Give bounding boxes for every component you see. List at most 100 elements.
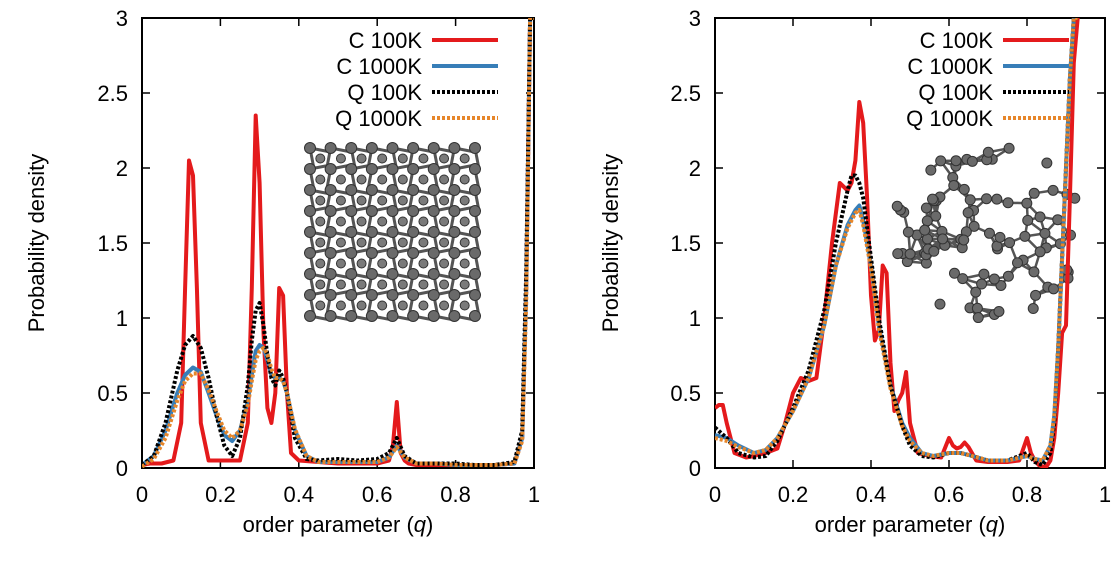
crystal-atom (386, 310, 399, 322)
crystal-atom (397, 258, 408, 269)
right-x-axis-label: order parameter (q) (815, 512, 1006, 537)
amorphous-atom (1027, 303, 1039, 315)
amorphous-atom (1021, 197, 1033, 209)
amorphous-atom (902, 226, 914, 238)
amorphous-structure-image (891, 142, 1081, 324)
amorphous-atom (1002, 197, 1014, 209)
crystal-atom (345, 163, 358, 175)
left-legend-label: Q 1000K (335, 106, 422, 131)
amorphous-atom (958, 183, 970, 195)
left-y-tick-label: 2 (116, 156, 128, 181)
crystal-atom (448, 163, 461, 175)
crystal-atom (377, 300, 388, 311)
amorphous-atom (921, 215, 933, 227)
crystal-atom (397, 237, 408, 248)
crystal-atom (448, 289, 461, 301)
crystal-atom (397, 300, 408, 311)
crystal-atom (335, 258, 346, 269)
right-legend-label: Q 1000K (906, 106, 993, 131)
crystal-atom (448, 184, 461, 196)
crystal-atom (459, 153, 470, 164)
left-x-ticks: 0 0.2 0.4 0.6 0.8 1 (136, 18, 540, 507)
amorphous-atom (1047, 184, 1059, 196)
crystal-atom (315, 216, 326, 227)
crystal-atom (315, 258, 326, 269)
crystal-atom (324, 184, 337, 196)
crystal-atom (365, 205, 378, 217)
amorphous-atom (1022, 214, 1034, 226)
crystal-atom (324, 247, 337, 259)
amorphous-atom (976, 278, 988, 290)
crystal-atom (397, 195, 408, 206)
crystal-atom (356, 258, 367, 269)
crystal-atom (365, 310, 378, 322)
crystal-atom (356, 195, 367, 206)
amorphous-atom (934, 298, 946, 310)
crystal-atom (448, 142, 461, 154)
crystal-atom (407, 205, 420, 217)
crystal-atom (315, 237, 326, 248)
crystal-atom (439, 216, 450, 227)
right-legend-label: C 1000K (907, 54, 993, 79)
crystal-atom (335, 153, 346, 164)
right-y-tick-label: 2 (689, 156, 701, 181)
crystal-atom (345, 310, 358, 322)
crystal-atom (469, 226, 481, 238)
crystal-atom (386, 268, 399, 280)
amorphous-atom (919, 224, 931, 236)
right-legend-label: Q 100K (918, 80, 993, 105)
left-legend-label: C 100K (349, 28, 423, 53)
amorphous-atom (1034, 211, 1046, 223)
amorphous-atom (928, 245, 940, 257)
crystal-atom (397, 153, 408, 164)
crystal-atom (427, 205, 440, 217)
amorphous-atom (1041, 157, 1053, 169)
crystal-atom (439, 153, 450, 164)
left-x-axis-label-close: ) (426, 512, 433, 537)
right-x-axis-label-close: ) (998, 512, 1005, 537)
crystal-atom (386, 184, 399, 196)
crystal-atom (345, 289, 358, 301)
left-y-tick-label: 0 (116, 456, 128, 481)
crystal-atom (386, 142, 399, 154)
crystal-atom (448, 310, 461, 322)
crystal-atom (427, 142, 440, 154)
amorphous-atom (1004, 237, 1016, 249)
crystal-atom (315, 153, 326, 164)
right-chart-panel: 0 0.5 1 1.5 2 2.5 3 0 0.2 0.4 0.6 0.8 1 Probability… (598, 6, 1111, 537)
crystal-atom (439, 195, 450, 206)
crystal-atom (377, 174, 388, 185)
crystal-atom (386, 226, 399, 238)
amorphous-atom (971, 302, 983, 314)
crystal-atom (386, 205, 399, 217)
crystal-atom (304, 268, 316, 280)
right-x-tick-label: 0.4 (856, 482, 887, 507)
left-x-tick-label: 1 (528, 482, 540, 507)
crystal-atom (469, 247, 481, 259)
crystal-atom (407, 184, 420, 196)
amorphous-atom (948, 179, 960, 191)
right-x-axis-label-var: q (986, 512, 999, 537)
left-x-tick-label: 0.2 (205, 482, 236, 507)
crystal-atom (397, 279, 408, 290)
left-x-axis-label: order parameter (q) (243, 512, 434, 537)
crystal-atom (459, 195, 470, 206)
right-y-tick-label: 3 (689, 6, 701, 31)
amorphous-atom (1028, 187, 1040, 199)
amorphous-atom (993, 305, 1005, 317)
crystal-atom (407, 268, 420, 280)
crystal-atom (315, 279, 326, 290)
crystal-atom (304, 205, 316, 217)
crystal-atom (459, 279, 470, 290)
amorphous-atom (994, 231, 1006, 243)
crystal-atom (356, 174, 367, 185)
left-x-tick-label: 0.4 (284, 482, 315, 507)
crystal-atom (377, 216, 388, 227)
crystal-atom (418, 300, 429, 311)
crystal-atom (304, 310, 316, 322)
crystal-atom (315, 195, 326, 206)
crystal-atom (324, 310, 337, 322)
crystal-atom (418, 174, 429, 185)
left-x-tick-label: 0.6 (362, 482, 393, 507)
